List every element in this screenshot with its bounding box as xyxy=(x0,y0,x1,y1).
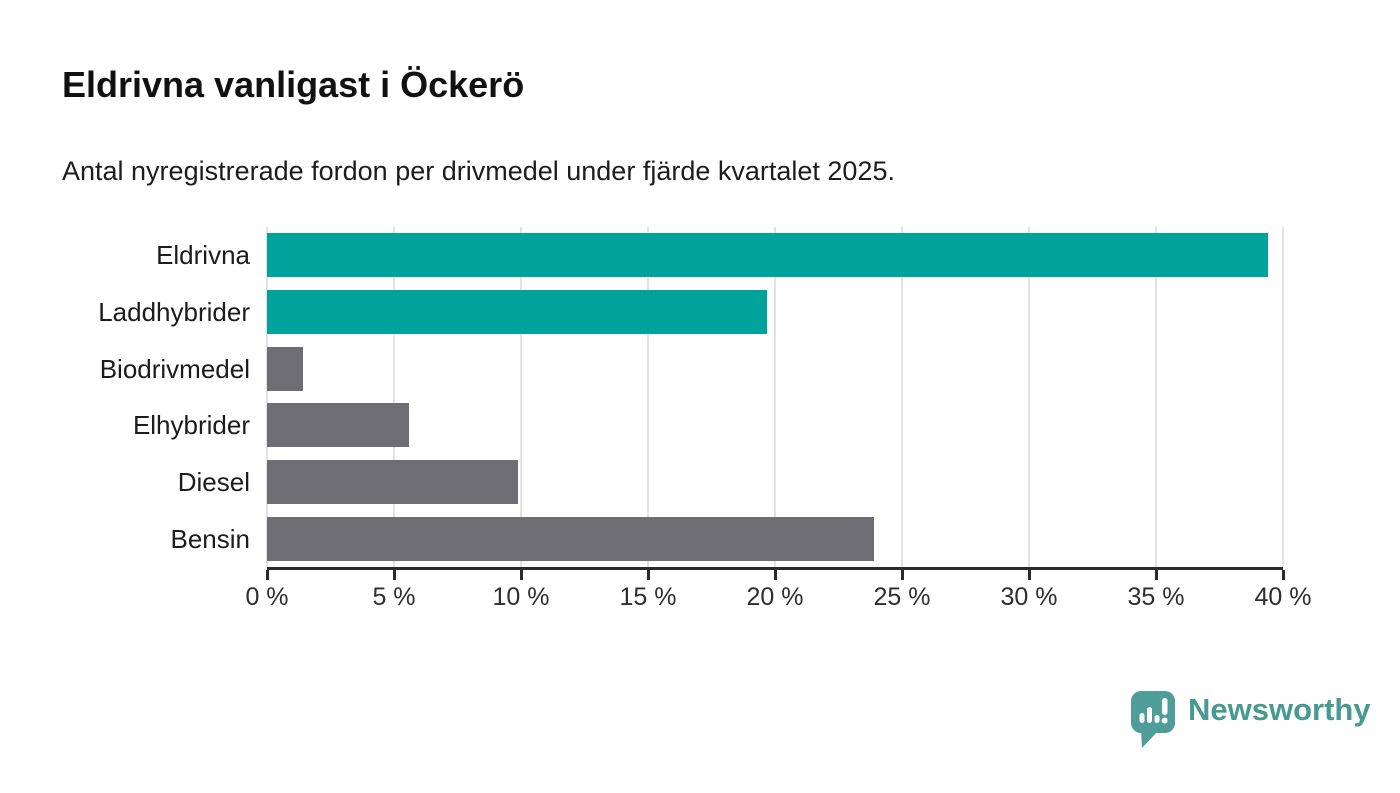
gridline-0 xyxy=(266,227,268,567)
newsworthy-logo-text: Newsworthy xyxy=(1188,692,1371,727)
bar-plot-area xyxy=(266,227,1284,570)
x-tick-mark-5 xyxy=(392,570,396,580)
x-tick-label-15: 15 % xyxy=(619,583,677,611)
category-label-bensin: Bensin xyxy=(170,523,251,554)
x-tick-label-10: 10 % xyxy=(492,583,550,611)
category-label-laddhybrider: Laddhybrider xyxy=(98,297,250,327)
gridline-20 xyxy=(774,227,776,567)
category-label-biodrivmedel: Biodrivmedel xyxy=(99,353,250,384)
newsworthy-logo: Newsworthy xyxy=(1130,690,1371,752)
x-tick-label-35: 35 % xyxy=(1127,583,1185,611)
chart-subtitle: Antal nyregistrerade fordon per drivmede… xyxy=(62,156,895,186)
gridline-10 xyxy=(520,227,522,567)
x-tick-mark-15 xyxy=(646,570,650,580)
category-label-eldrivna: Eldrivna xyxy=(156,240,250,271)
bar-biodrivmedel xyxy=(267,346,303,391)
x-tick-label-40: 40 % xyxy=(1254,583,1312,611)
gridline-35 xyxy=(1155,227,1157,567)
x-tick-mark-30 xyxy=(1027,570,1031,580)
chart-title: Eldrivna vanligast i Öckerö xyxy=(62,64,525,105)
gridline-15 xyxy=(647,227,649,567)
x-tick-label-5: 5 % xyxy=(372,583,416,611)
bar-elhybrider xyxy=(267,403,410,448)
category-label-diesel: Diesel xyxy=(177,467,250,497)
gridline-40 xyxy=(1282,227,1284,567)
x-tick-mark-25 xyxy=(900,570,904,580)
x-tick-label-20: 20 % xyxy=(746,583,804,611)
x-tick-mark-10 xyxy=(519,570,523,580)
x-tick-mark-40 xyxy=(1281,570,1285,580)
newsworthy-logo-icon xyxy=(1131,691,1175,748)
x-tick-mark-35 xyxy=(1154,570,1158,580)
gridline-25 xyxy=(901,227,903,567)
x-tick-label-25: 25 % xyxy=(873,583,931,611)
gridline-30 xyxy=(1028,227,1030,567)
bar-eldrivna xyxy=(267,233,1268,278)
x-axis: 0 % 5 % 10 % 15 % 20 % 25 % 30 % 35 % 40 % xyxy=(245,570,1311,620)
x-tick-label-30: 30 % xyxy=(1000,583,1058,611)
bar-bensin xyxy=(267,516,875,561)
x-tick-mark-0 xyxy=(265,570,269,580)
x-tick-label-0: 0 % xyxy=(245,583,289,611)
gridline-5 xyxy=(393,227,395,567)
bar-laddhybrider xyxy=(267,290,768,334)
category-label-elhybrider: Elhybrider xyxy=(132,410,250,441)
bar-diesel xyxy=(267,460,519,504)
x-tick-mark-20 xyxy=(773,570,777,580)
